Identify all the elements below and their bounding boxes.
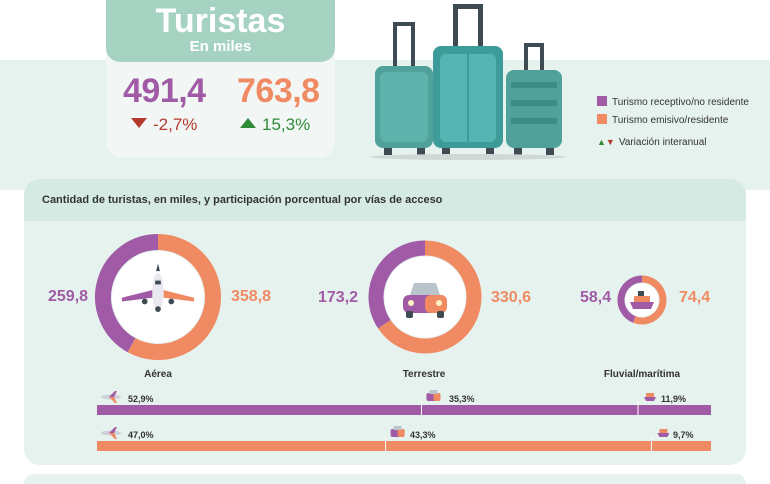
small-airplane-icon bbox=[101, 427, 121, 439]
fluvial-receptivo-value: 58,4 bbox=[580, 289, 612, 306]
bar-receptivo-0 bbox=[97, 405, 422, 415]
bar-receptivo-2 bbox=[638, 405, 711, 415]
terrestre-label: Terrestre bbox=[402, 369, 446, 380]
next-panel-edge bbox=[24, 474, 746, 484]
terrestre-slice-receptivo bbox=[368, 240, 426, 329]
terrestre-slice-emisivo bbox=[378, 240, 482, 354]
bar-emisivo-0 bbox=[97, 441, 386, 451]
panel-header: Cantidad de turistas, en miles, y partic… bbox=[24, 179, 746, 221]
fluvial-slice-receptivo bbox=[617, 275, 643, 323]
receptivo-change: -2,7% bbox=[131, 115, 197, 135]
legend-receptivo-label: Turismo receptivo/no residente bbox=[612, 97, 749, 108]
pct-receptivo-terrestre: 35,3% bbox=[449, 394, 475, 404]
pct-receptivo-fluvial: 11,9% bbox=[661, 394, 687, 404]
bar-receptivo-1 bbox=[421, 405, 639, 415]
receptivo-change-label: -2,7% bbox=[153, 115, 198, 134]
aerea-label: Aérea bbox=[144, 369, 172, 380]
bar-emisivo-1 bbox=[385, 441, 652, 451]
emisivo-change: 15,3% bbox=[240, 115, 310, 135]
terrestre-receptivo-value: 173,2 bbox=[318, 289, 359, 306]
suitcases-illustration bbox=[370, 4, 566, 160]
small-ship-icon bbox=[644, 393, 657, 401]
emisivo-total: 763,8 bbox=[237, 72, 320, 110]
fluvial-label: Fluvial/marítima bbox=[603, 369, 681, 380]
pct-emisivo-aerea: 47,0% bbox=[128, 430, 154, 440]
legend-receptivo: Turismo receptivo/no residente bbox=[597, 96, 749, 108]
legend-swatch-orange bbox=[597, 114, 607, 124]
airplane-icon bbox=[121, 263, 195, 312]
aerea-slice-receptivo bbox=[95, 234, 159, 353]
aerea-receptivo-value: 259,8 bbox=[48, 288, 89, 305]
pct-receptivo-aerea: 52,9% bbox=[128, 394, 154, 404]
page-subtitle: En miles bbox=[189, 38, 252, 55]
small-airplane-icon bbox=[101, 391, 121, 403]
title-box: Turistas En miles bbox=[106, 0, 335, 62]
legend-variacion: ▲▼ Variación interanual bbox=[597, 137, 707, 148]
pct-emisivo-terrestre: 43,3% bbox=[410, 430, 436, 440]
terrestre-emisivo-value: 330,6 bbox=[491, 289, 532, 306]
legend-swatch-purple bbox=[597, 96, 607, 106]
aerea-slice-emisivo bbox=[127, 234, 221, 360]
receptivo-total: 491,4 bbox=[123, 72, 206, 110]
up-arrow-icon bbox=[240, 118, 256, 128]
emisivo-change-label: 15,3% bbox=[262, 115, 311, 134]
aerea-emisivo-value: 358,8 bbox=[231, 288, 272, 305]
legend-emisivo-label: Turismo emisivo/residente bbox=[612, 115, 729, 126]
pct-emisivo-fluvial: 9,7% bbox=[673, 430, 694, 440]
page-title: Turistas bbox=[155, 2, 286, 40]
small-ship-icon bbox=[657, 429, 670, 437]
fluvial-emisivo-value: 74,4 bbox=[679, 289, 711, 306]
car-icon bbox=[403, 283, 447, 318]
small-car-icon bbox=[426, 390, 441, 401]
panel-title: Cantidad de turistas, en miles, y partic… bbox=[42, 194, 443, 206]
legend-variacion-label: Variación interanual bbox=[618, 137, 707, 148]
fluvial-slice-emisivo bbox=[632, 275, 667, 325]
down-arrow-icon bbox=[131, 118, 147, 128]
legend-emisivo: Turismo emisivo/residente bbox=[597, 114, 728, 126]
kpi-card: Turistas En miles 491,4 763,8 -2,7% 15,3… bbox=[106, 0, 335, 158]
small-car-icon bbox=[390, 426, 405, 437]
bar-emisivo-2 bbox=[651, 441, 711, 451]
ship-icon bbox=[630, 291, 654, 309]
updown-arrows-icon: ▲▼ bbox=[597, 137, 615, 147]
